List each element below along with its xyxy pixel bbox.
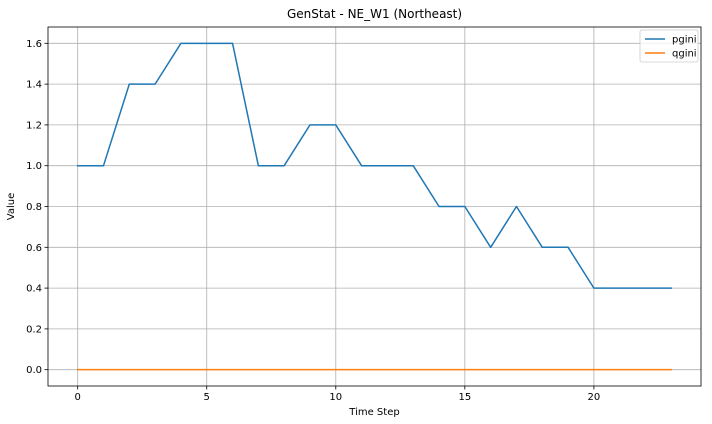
x-axis-label: Time Step <box>348 407 399 418</box>
series-lines <box>76 42 673 371</box>
legend-label-pgini: pgini <box>672 35 697 46</box>
y-tick-label: 1.0 <box>26 161 42 172</box>
y-tick-label: 0.0 <box>26 365 42 376</box>
y-tick-label: 0.2 <box>26 324 42 335</box>
y-tick-label: 0.4 <box>26 284 42 295</box>
y-tick-label: 1.6 <box>26 39 42 50</box>
y-tick-label: 1.4 <box>26 80 42 91</box>
legend: pgini qgini <box>639 29 699 63</box>
y-tick-label: 0.8 <box>26 202 42 213</box>
y-axis-label: Value <box>6 193 17 220</box>
axis-ticks: 0 5 10 15 20 0.0 0.2 0.4 0.6 0.8 1.0 1.2 1.4 1.6 <box>26 39 600 403</box>
y-tick-label: 0.6 <box>26 243 42 254</box>
y-tick-label: 1.2 <box>26 120 42 131</box>
x-tick-label: 10 <box>329 392 342 403</box>
x-tick-label: 15 <box>458 392 471 403</box>
x-tick-label: 5 <box>204 392 210 403</box>
series-line-pgini <box>76 42 673 289</box>
x-tick-label: 0 <box>74 392 80 403</box>
chart-title: GenStat - NE_W1 (Northeast) <box>287 7 462 21</box>
x-tick-label: 20 <box>588 392 601 403</box>
legend-box <box>639 29 699 63</box>
legend-label-qgini: qgini <box>672 49 697 60</box>
